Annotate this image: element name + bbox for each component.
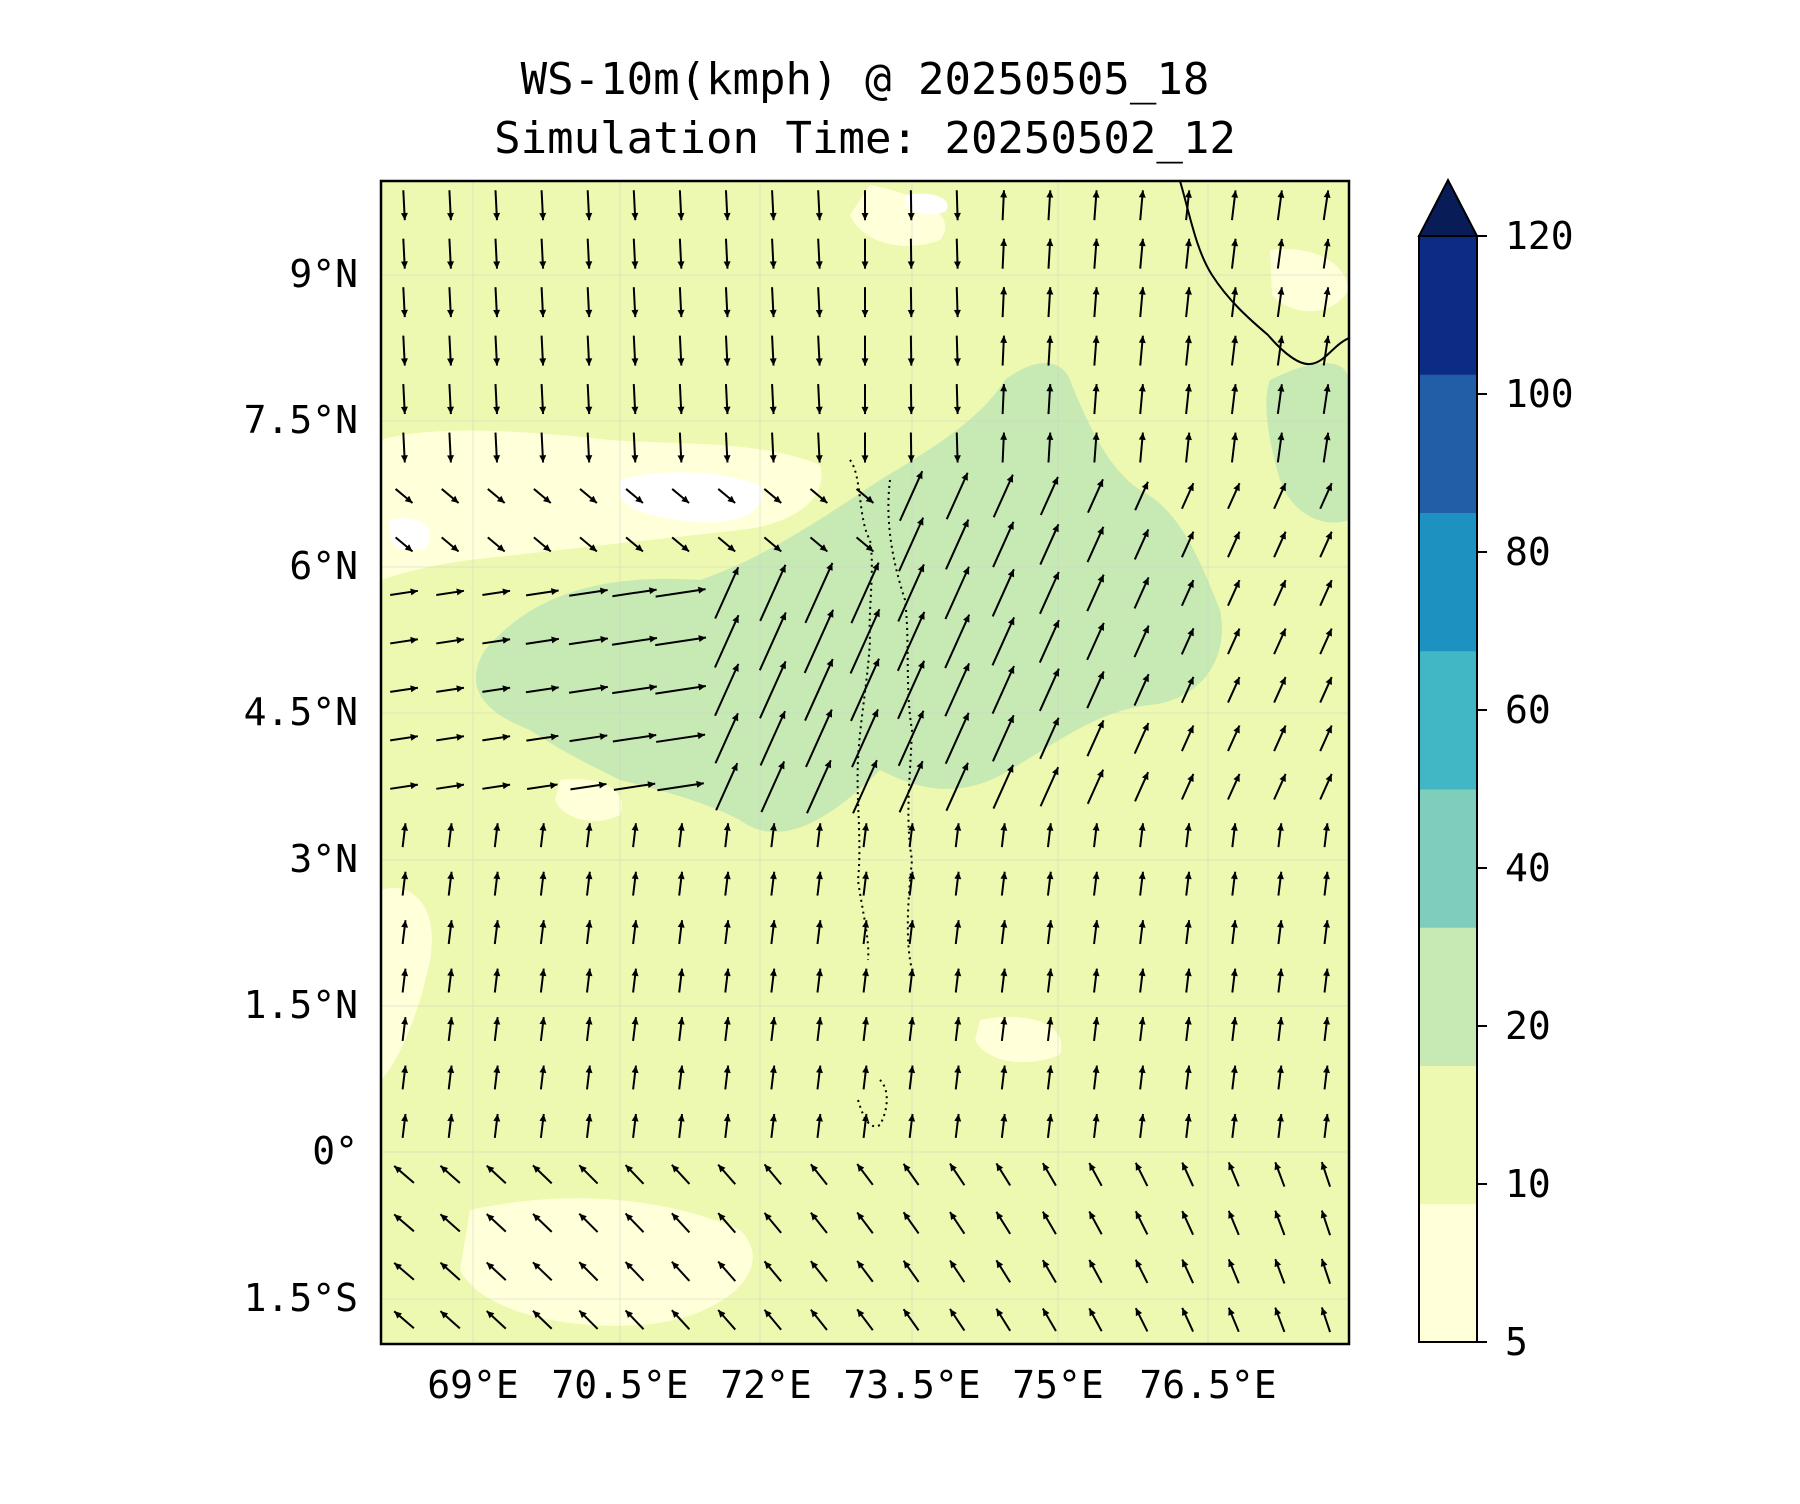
map-panel bbox=[381, 181, 1349, 1344]
colorbar-segment bbox=[1419, 1204, 1477, 1343]
colorbar-segment bbox=[1419, 927, 1477, 1066]
colorbar-segment bbox=[1419, 236, 1477, 375]
y-tick-label: 9°N bbox=[289, 252, 358, 296]
y-tick-label: 0° bbox=[312, 1129, 358, 1173]
x-tick-label: 70.5°E bbox=[551, 1363, 688, 1407]
y-tick-label: 4.5°N bbox=[244, 690, 358, 734]
colorbar-extend-triangle bbox=[1419, 180, 1477, 236]
colorbar-label: 100 bbox=[1505, 372, 1574, 416]
y-axis-labels: 9°N 7.5°N 6°N 4.5°N 3°N 1.5°N 0° 1.5°S bbox=[244, 252, 358, 1320]
colorbar-segment bbox=[1419, 789, 1477, 928]
title-line1: WS-10m(kmph) @ 20250505_18 bbox=[521, 54, 1210, 105]
colorbar-segment bbox=[1419, 651, 1477, 790]
colorbar-label: 20 bbox=[1505, 1004, 1551, 1048]
x-tick-label: 73.5°E bbox=[843, 1363, 980, 1407]
colorbar-segment bbox=[1419, 1066, 1477, 1205]
x-tick-label: 72°E bbox=[720, 1363, 812, 1407]
x-tick-label: 76.5°E bbox=[1139, 1363, 1276, 1407]
x-tick-label: 75°E bbox=[1012, 1363, 1104, 1407]
colorbar-label: 10 bbox=[1505, 1162, 1551, 1206]
y-tick-label: 1.5°N bbox=[244, 983, 358, 1027]
colorbar-label: 5 bbox=[1505, 1320, 1528, 1364]
title-line2: Simulation Time: 20250502_12 bbox=[494, 113, 1236, 164]
colorbar-label: 80 bbox=[1505, 530, 1551, 574]
y-tick-label: 6°N bbox=[289, 544, 358, 588]
colorbar-segment bbox=[1419, 374, 1477, 513]
colorbar-label: 60 bbox=[1505, 688, 1551, 732]
x-axis-labels: 69°E 70.5°E 72°E 73.5°E 75°E 76.5°E bbox=[427, 1363, 1276, 1407]
y-tick-label: 7.5°N bbox=[244, 398, 358, 442]
y-tick-label: 1.5°S bbox=[244, 1276, 358, 1320]
x-tick-label: 69°E bbox=[427, 1363, 519, 1407]
colorbar-label: 120 bbox=[1505, 214, 1574, 258]
colorbar: 5 10 20 40 60 80 100 120 bbox=[1419, 180, 1574, 1364]
colorbar-segment bbox=[1419, 513, 1477, 652]
y-tick-label: 3°N bbox=[289, 837, 358, 881]
colorbar-label: 40 bbox=[1505, 846, 1551, 890]
